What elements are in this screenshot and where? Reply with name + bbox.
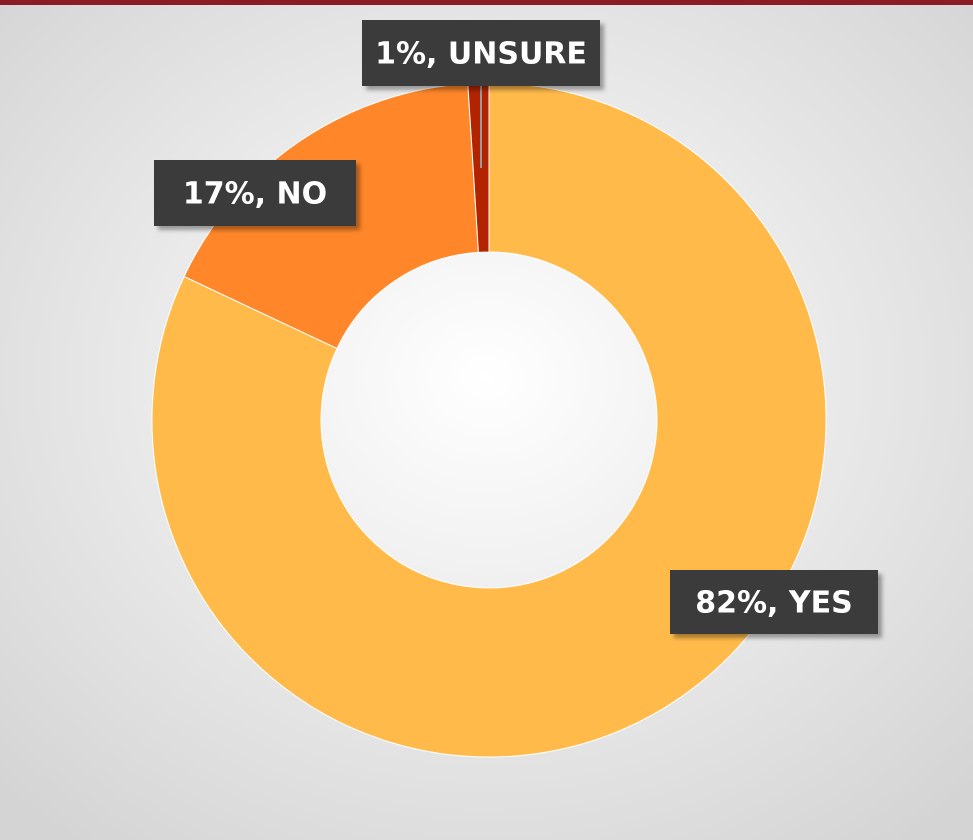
label-box xyxy=(362,20,600,86)
data-label: 17%, NO xyxy=(183,177,327,212)
label-box xyxy=(670,570,878,634)
data-label: 1%, UNSURE xyxy=(375,37,587,72)
label-box xyxy=(154,160,356,226)
labels: 82%, YES 17%, NO 1%, UNSURE xyxy=(154,20,878,634)
top-bar xyxy=(0,0,973,5)
data-label: 82%, YES xyxy=(695,586,852,621)
donut-slice xyxy=(151,82,827,758)
